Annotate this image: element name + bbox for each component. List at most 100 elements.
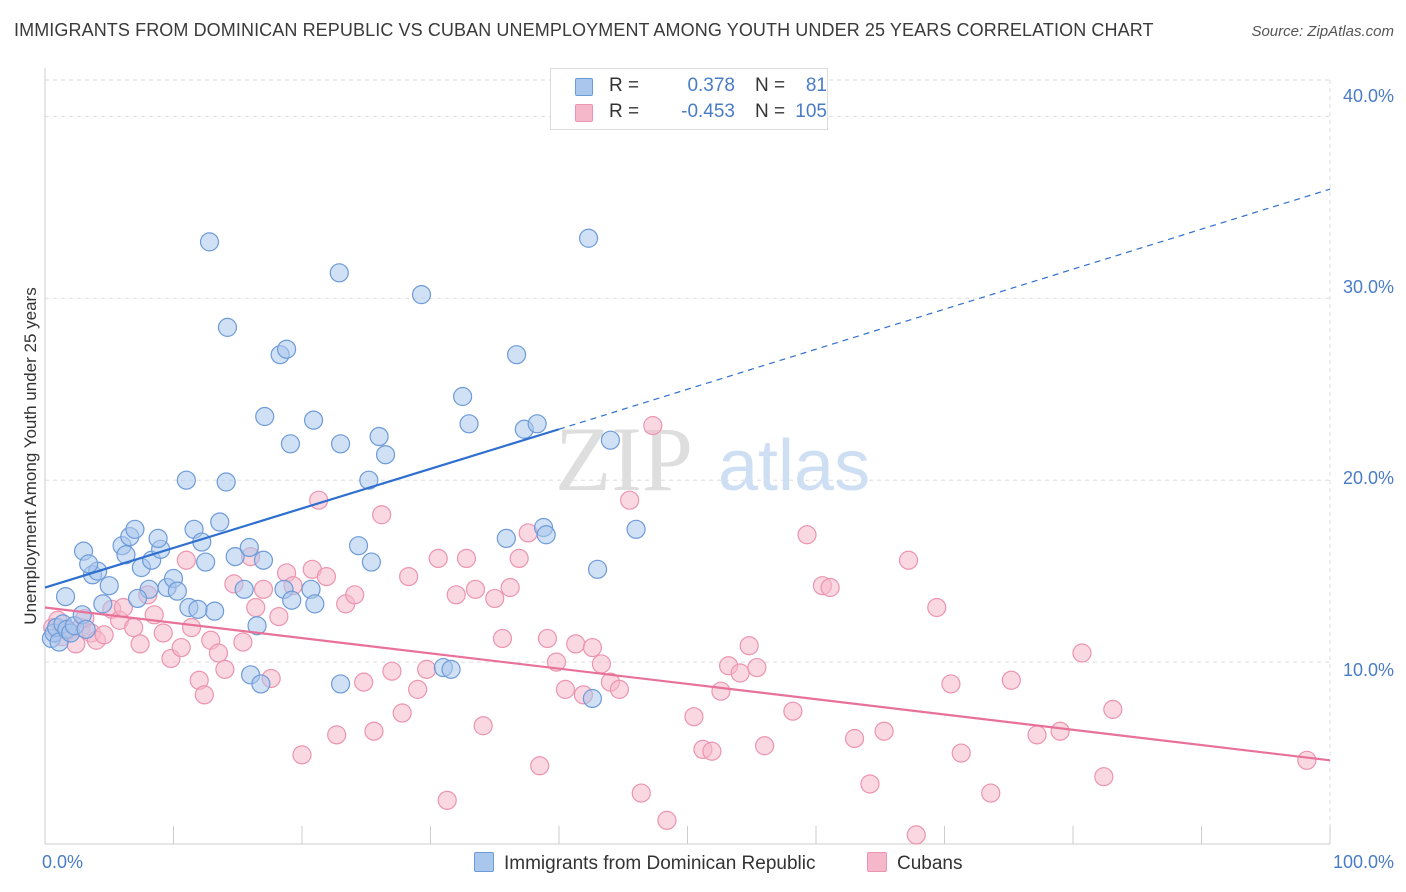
data-point (116, 545, 136, 565)
data-point (382, 661, 402, 681)
data-point (205, 601, 225, 621)
axes (44, 68, 1331, 845)
data-point (76, 619, 96, 639)
data-point (1072, 643, 1092, 663)
data-point (176, 470, 196, 490)
data-point (167, 581, 187, 601)
data-point (546, 652, 567, 672)
legend-swatch-blue (474, 852, 494, 872)
data-point (587, 559, 608, 579)
data-point (354, 672, 374, 692)
x-tick-label-max: 100.0% (1332, 852, 1394, 872)
data-point (566, 634, 586, 654)
trend-line-cubans (44, 606, 1331, 762)
data-point (927, 597, 947, 618)
data-point (330, 434, 351, 454)
data-point (276, 339, 297, 359)
data-point (153, 623, 173, 643)
data-point (702, 741, 722, 761)
data-point (372, 505, 392, 525)
data-point (747, 657, 767, 678)
data-point (181, 617, 202, 638)
y-tick-label: 30.0% (1342, 277, 1394, 297)
data-point (94, 625, 114, 645)
data-point (684, 707, 704, 727)
data-point (459, 414, 479, 434)
series-legend-dominican: Immigrants from Dominican Republic (474, 852, 816, 875)
data-point (79, 554, 99, 574)
data-point (234, 579, 254, 599)
data-point (99, 576, 119, 596)
data-point (446, 585, 466, 605)
data-point (392, 703, 412, 723)
data-point (739, 636, 759, 656)
data-point (844, 728, 865, 749)
data-point (530, 756, 550, 776)
data-point (215, 659, 235, 679)
data-point (1103, 699, 1123, 719)
data-point (797, 525, 817, 545)
data-point (485, 588, 505, 609)
data-point (303, 410, 324, 430)
data-point (582, 637, 603, 658)
data-point (456, 548, 477, 569)
data-point (1027, 725, 1047, 745)
data-point (906, 825, 926, 845)
data-point (620, 490, 640, 510)
data-point (217, 317, 238, 337)
data-point (898, 550, 919, 570)
data-point (327, 725, 347, 745)
data-point (537, 628, 558, 649)
data-point (253, 550, 274, 570)
data-point (1297, 750, 1317, 770)
legend-n-label: N = (755, 75, 786, 96)
y-tick-label: 40.0% (1342, 86, 1394, 106)
data-point (1001, 670, 1021, 690)
data-point (730, 663, 750, 683)
legend-r-value: -0.453 (681, 101, 735, 122)
data-point (600, 430, 621, 450)
watermark-atlas: atlas (718, 426, 870, 506)
data-point (711, 681, 731, 701)
data-point (783, 701, 803, 721)
data-point (93, 594, 113, 614)
data-point (330, 674, 351, 694)
data-point (345, 585, 365, 605)
data-point (609, 679, 629, 699)
data-point (208, 643, 229, 663)
data-point (255, 406, 275, 427)
data-point (631, 783, 651, 803)
data-point (496, 528, 516, 549)
data-point (527, 414, 547, 434)
data-point (282, 590, 302, 610)
data-point (643, 416, 663, 436)
trend-lines (44, 188, 1331, 762)
data-point (130, 634, 150, 654)
data-point (536, 525, 556, 545)
data-point (473, 716, 493, 736)
data-point (437, 790, 457, 810)
data-point (1094, 767, 1114, 787)
data-point (125, 519, 145, 539)
data-point (176, 550, 196, 570)
data-point (210, 512, 230, 532)
legend-n-value: 81 (805, 75, 827, 96)
data-point (492, 628, 513, 649)
trend-line-dominican-extension (558, 188, 1331, 430)
data-point (465, 579, 486, 599)
legend-r-label: R = (609, 101, 640, 122)
legend-n-value: 105 (795, 101, 827, 122)
data-point (1050, 721, 1070, 741)
data-point (316, 566, 337, 587)
legend-swatch-blue (575, 78, 593, 96)
legend-r-label: R = (609, 75, 640, 96)
data-point (148, 528, 168, 549)
x-tick-label-min: 0.0% (42, 852, 84, 872)
series-cubans-points (43, 416, 1317, 845)
data-point (874, 721, 894, 741)
series-legend-cubans: Cubans (867, 852, 963, 875)
data-point (269, 607, 289, 627)
data-point (196, 552, 216, 572)
legend-swatch-pink (575, 104, 593, 122)
